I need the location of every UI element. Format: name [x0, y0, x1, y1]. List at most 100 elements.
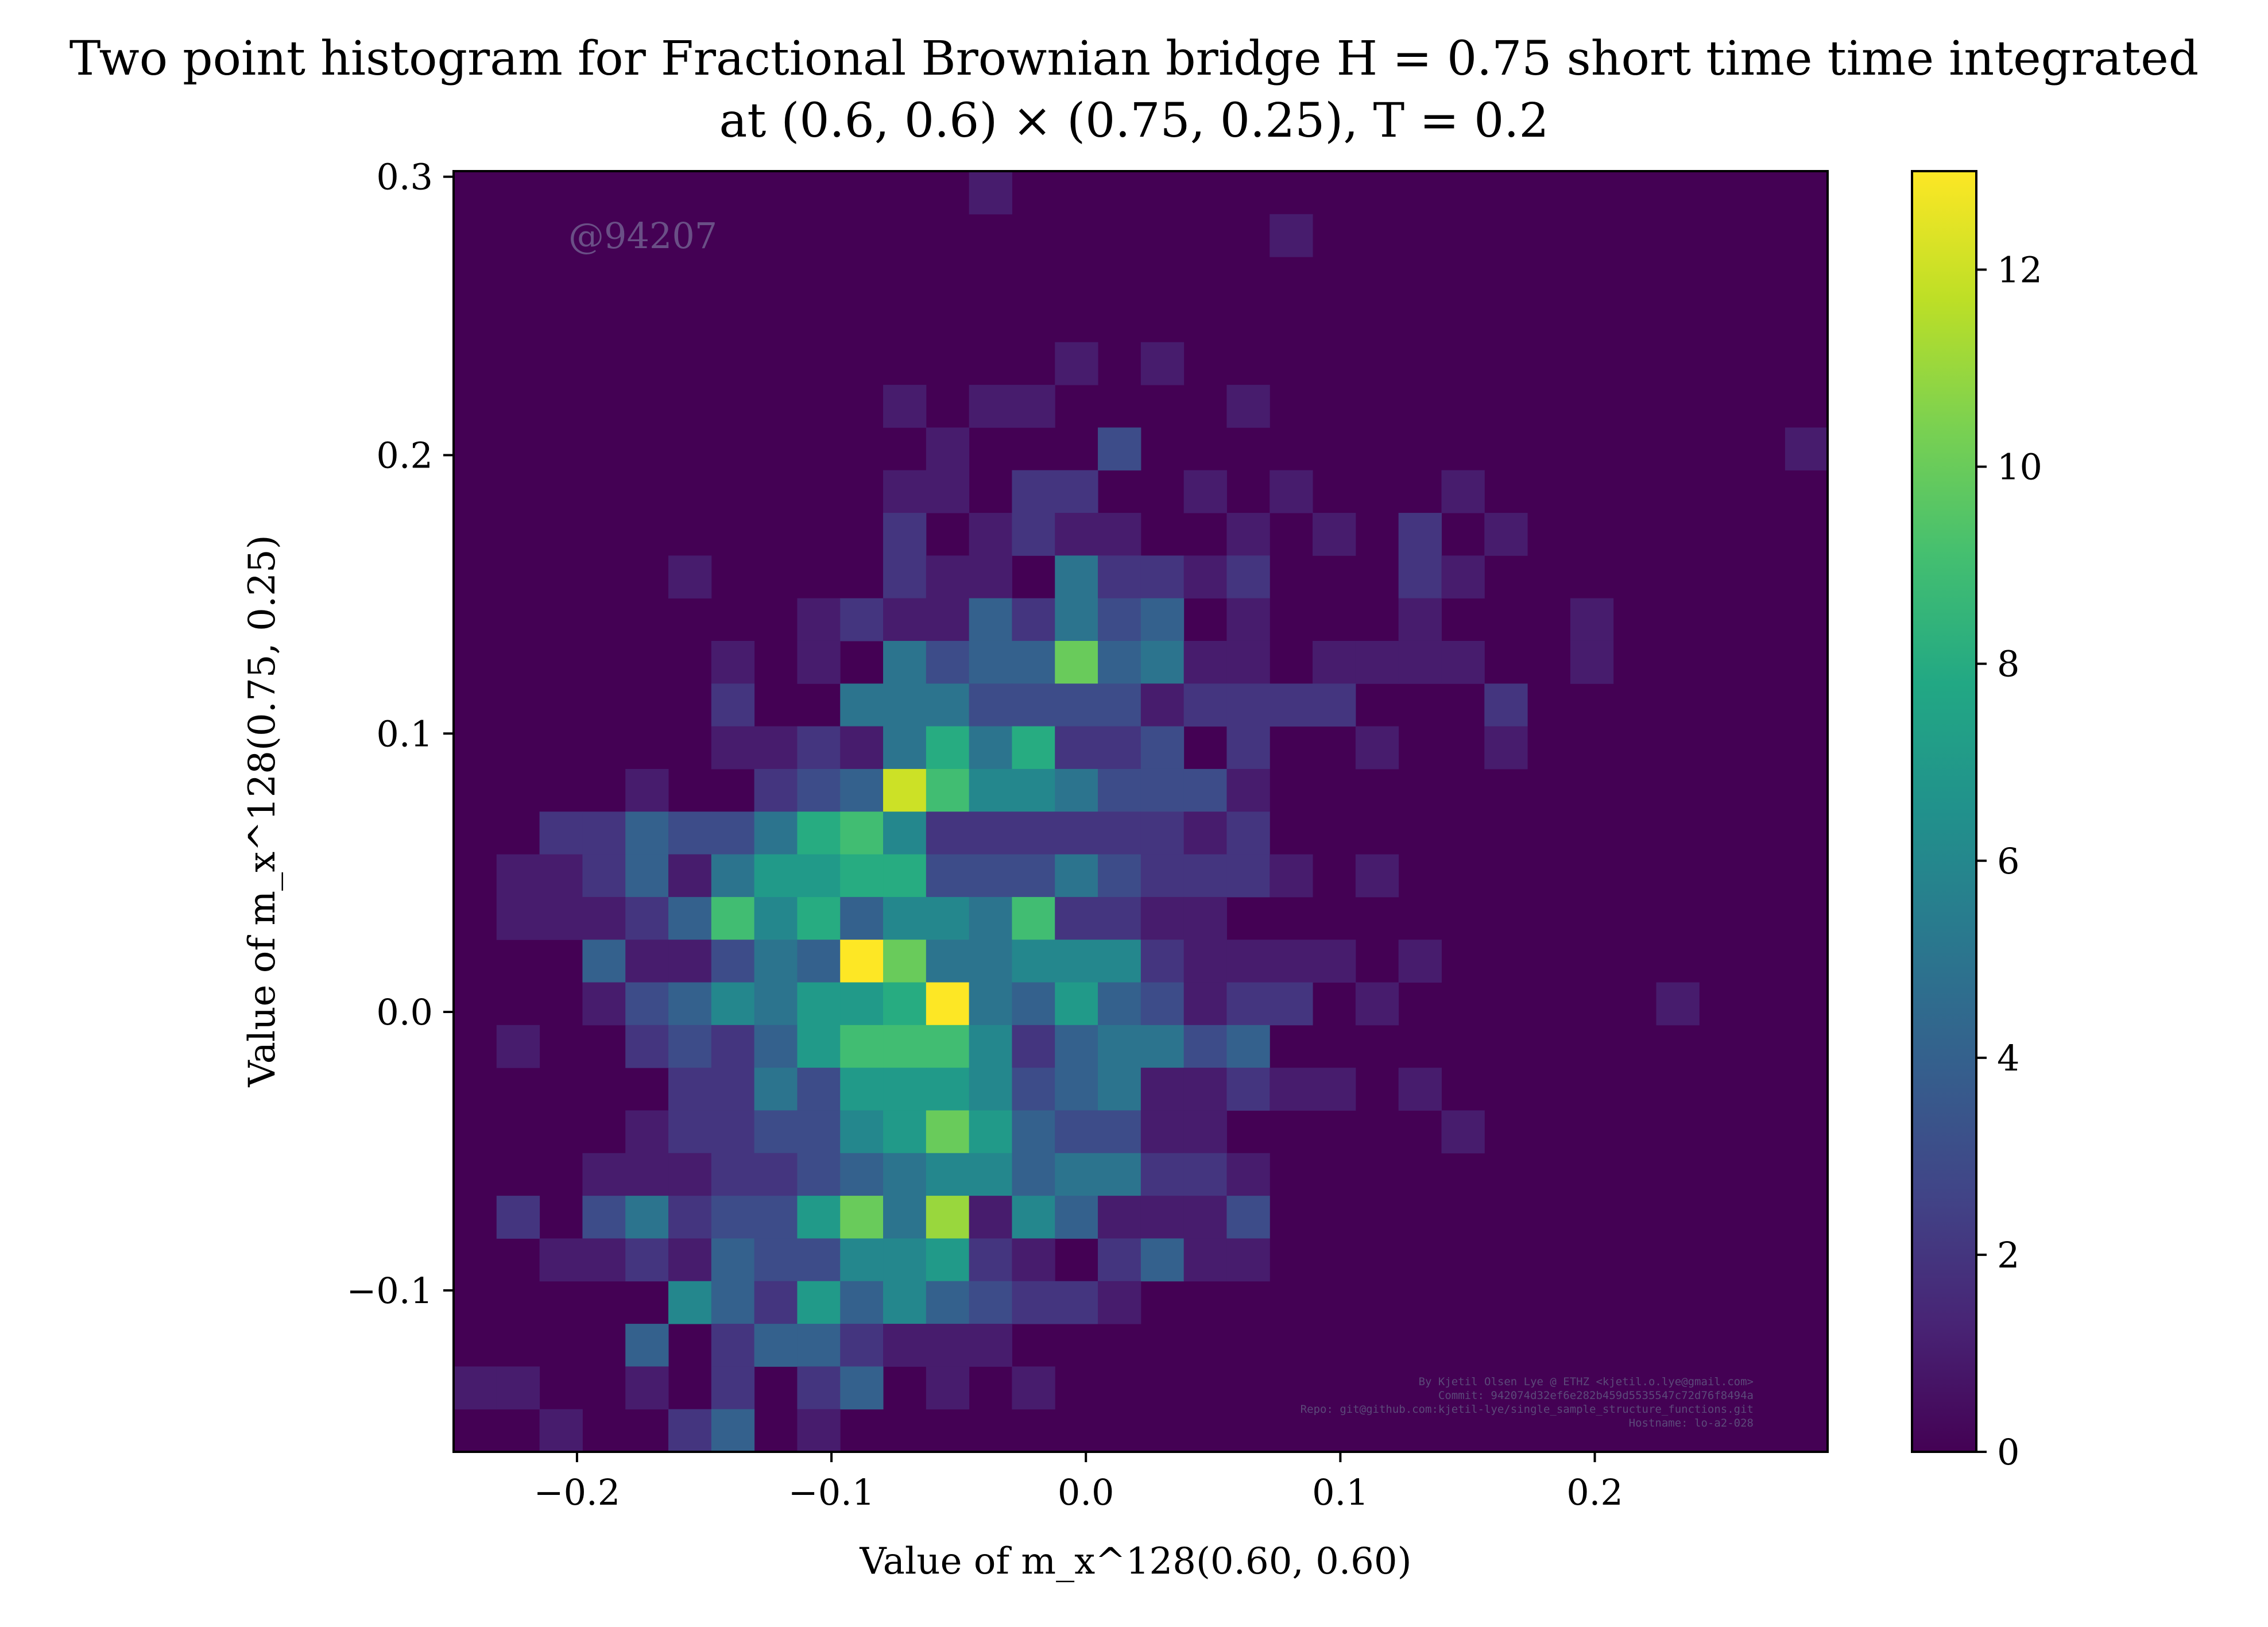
- heatmap-cell: [926, 555, 970, 599]
- heatmap-cell: [625, 1110, 669, 1154]
- heatmap-cell: [754, 1238, 798, 1282]
- heatmap-cell: [754, 896, 798, 940]
- heatmap-cell: [1098, 982, 1141, 1026]
- heatmap-cell: [926, 1324, 970, 1367]
- heatmap-cell: [1226, 982, 1270, 1026]
- heatmap-cell: [1055, 1110, 1098, 1154]
- heatmap-cell: [1313, 1068, 1356, 1111]
- heatmap-plot: @94207 By Kjetil Olsen Lye @ ETHZ <kjeti…: [452, 170, 1829, 1453]
- heatmap-cell: [969, 1068, 1012, 1111]
- heatmap-cell: [668, 940, 712, 983]
- heatmap-cell: [625, 1153, 669, 1196]
- x-axis-label: Value of m_x^128(0.60, 0.60): [859, 1540, 1411, 1583]
- heatmap-cell: [1012, 470, 1055, 513]
- heatmap-cell: [1140, 982, 1185, 1026]
- heatmap-cell: [1226, 640, 1270, 684]
- heatmap-cell: [754, 982, 798, 1026]
- credit-line: Repo: git@github.com:kjetil-lye/single_s…: [1301, 1403, 1754, 1416]
- heatmap-cell: [1226, 513, 1270, 556]
- heatmap-cell: [883, 470, 927, 513]
- heatmap-cell: [1183, 683, 1227, 727]
- heatmap-cell: [1140, 1025, 1185, 1068]
- heatmap-cell: [1398, 940, 1442, 983]
- heatmap-cell: [969, 982, 1012, 1026]
- heatmap-cell: [1012, 982, 1055, 1026]
- heatmap-cell: [1098, 640, 1141, 684]
- heatmap-cell: [1012, 1025, 1055, 1068]
- heatmap-cell: [1140, 1238, 1185, 1282]
- heatmap-cell: [1012, 640, 1055, 684]
- heatmap-cell: [1012, 854, 1055, 898]
- colorbar-tick-label: 6: [1997, 840, 2019, 882]
- heatmap-cell: [1012, 1068, 1055, 1111]
- heatmap-cell: [1055, 940, 1098, 983]
- heatmap-cell: [668, 811, 712, 855]
- heatmap-cell: [1140, 940, 1185, 983]
- heatmap-cell: [625, 854, 669, 898]
- y-tick-label: 0.2: [376, 434, 433, 476]
- heatmap-cell: [1055, 726, 1098, 770]
- heatmap-cell: [1140, 640, 1185, 684]
- heatmap-cell: [1012, 385, 1055, 428]
- heatmap-cell: [496, 854, 540, 898]
- heatmap-cell: [926, 982, 970, 1026]
- heatmap-cell: [754, 1281, 798, 1324]
- heatmap-cell: [926, 427, 970, 471]
- heatmap-cell: [1183, 896, 1227, 940]
- heatmap-cell: [969, 555, 1012, 599]
- heatmap-cell: [1098, 1281, 1141, 1324]
- heatmap-cell: [711, 1281, 755, 1324]
- heatmap-cell: [840, 1068, 884, 1111]
- heatmap-cell: [1441, 640, 1485, 684]
- heatmap-cell: [1226, 683, 1270, 727]
- colorbar-tick-label: 8: [1997, 643, 2019, 685]
- heatmap-cell: [1226, 768, 1270, 812]
- heatmap-cell: [1098, 726, 1141, 770]
- heatmap-cell: [711, 1409, 755, 1452]
- heatmap-cell: [883, 385, 927, 428]
- heatmap-cell: [840, 1025, 884, 1068]
- heatmap-cell: [1226, 726, 1270, 770]
- heatmap-cell: [883, 683, 927, 727]
- heatmap-cell: [496, 1196, 540, 1239]
- y-tick-label: 0.1: [376, 713, 433, 755]
- heatmap-cell: [1484, 683, 1528, 727]
- heatmap-cell: [969, 385, 1012, 428]
- heatmap-cell: [1098, 683, 1141, 727]
- heatmap-cell: [1012, 1366, 1055, 1410]
- heatmap-cell: [926, 940, 970, 983]
- heatmap-cell: [1183, 982, 1227, 1026]
- heatmap-cell: [668, 1409, 712, 1452]
- heatmap-cell: [711, 1068, 755, 1111]
- heatmap-cell: [711, 683, 755, 727]
- heatmap-cell: [969, 854, 1012, 898]
- y-tick-label: 0.3: [376, 156, 433, 198]
- heatmap-cell: [1226, 555, 1270, 599]
- heatmap-cell: [1441, 470, 1485, 513]
- heatmap-cell: [711, 940, 755, 983]
- heatmap-cell: [840, 854, 884, 898]
- heatmap-cell: [1055, 1025, 1098, 1068]
- heatmap-cell: [711, 854, 755, 898]
- heatmap-cell: [668, 1153, 712, 1196]
- heatmap-cell: [625, 811, 669, 855]
- heatmap-cell: [840, 1281, 884, 1324]
- heatmap-cell: [1313, 640, 1356, 684]
- heatmap-cell: [883, 598, 927, 641]
- heatmap-cell: [539, 1409, 583, 1452]
- heatmap-cell: [926, 1025, 970, 1068]
- heatmap-cell: [840, 982, 884, 1026]
- heatmap-cell: [496, 896, 540, 940]
- heatmap-cell: [1140, 811, 1185, 855]
- heatmap-cell: [1098, 1068, 1141, 1111]
- heatmap-cell: [711, 811, 755, 855]
- heatmap-cell: [1570, 640, 1614, 684]
- heatmap-cell: [797, 1409, 841, 1452]
- heatmap-cell: [1012, 896, 1055, 940]
- heatmap-cell: [926, 1366, 970, 1410]
- heatmap-cell: [1098, 513, 1141, 556]
- heatmap-cell: [754, 854, 798, 898]
- colorbar-tick-label: 2: [1997, 1234, 2019, 1276]
- heatmap-cell: [926, 470, 970, 513]
